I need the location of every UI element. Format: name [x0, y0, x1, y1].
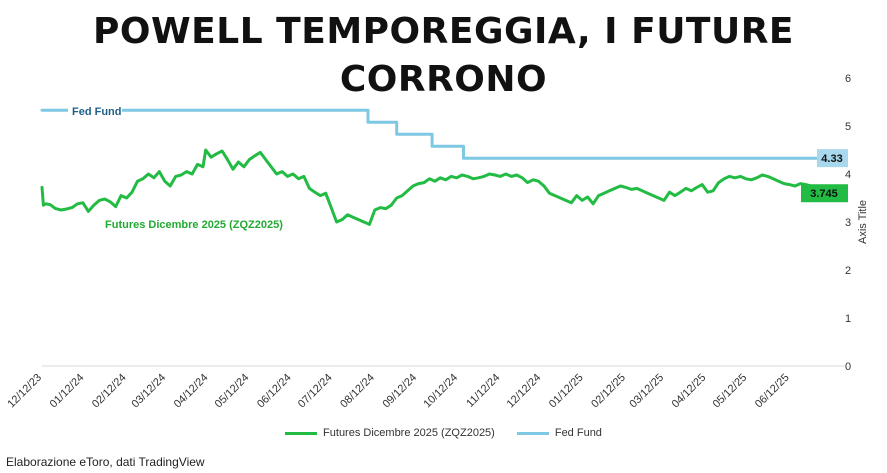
x-tick-label: 05/12/25	[711, 372, 750, 411]
x-tick-label: 06/12/24	[255, 372, 294, 411]
x-tick-label: 04/12/24	[172, 372, 211, 411]
x-tick-label: 11/12/24	[464, 372, 502, 410]
annotation-fed-fund: Fed Fund	[72, 106, 122, 118]
x-tick-label: 12/12/24	[505, 372, 544, 411]
series-annotations: Futures Dicembre 2025 (ZQZ2025) Fed Fund	[68, 103, 283, 231]
end-label-bg-fed-fund	[817, 149, 848, 168]
x-tick-label: 01/12/24	[48, 372, 87, 411]
legend-item-futures: Futures Dicembre 2025 (ZQZ2025)	[285, 427, 495, 439]
legend-swatch-futures	[285, 431, 318, 435]
y-tick-label: 1	[845, 313, 851, 325]
legend-swatch-fed-fund	[516, 431, 549, 435]
x-tick-label: 02/12/25	[589, 372, 628, 411]
series-line-fed-fund	[40, 108, 827, 160]
y-tick-label: 6	[845, 73, 851, 85]
x-tick-label: 12/12/23	[5, 372, 44, 411]
series-line-futures	[40, 148, 813, 226]
x-tick-label: 10/12/24	[421, 372, 460, 411]
x-tick-label: 09/12/24	[380, 372, 419, 411]
x-tick-label: 02/12/24	[90, 372, 129, 411]
chart-legend: Futures Dicembre 2025 (ZQZ2025) Fed Fund	[0, 427, 887, 439]
end-label-futures: 3.745	[810, 188, 838, 200]
x-tick-label: 06/12/25	[753, 372, 792, 411]
y-tick-label: 3	[845, 217, 851, 229]
x-tick-label: 08/12/24	[338, 372, 377, 411]
x-tick-label: 07/12/24	[296, 372, 335, 411]
annotation-futures: Futures Dicembre 2025 (ZQZ2025)	[105, 219, 283, 231]
x-tick-label: 04/12/25	[670, 372, 709, 411]
x-tick-label: 03/12/25	[627, 372, 666, 411]
series-lines	[40, 108, 827, 226]
y-axis-tick-labels: 0 1 2 3 4 5 6	[845, 73, 851, 373]
y-tick-label: 2	[845, 265, 851, 277]
chart-title: POWELL TEMPOREGGIA, I FUTURE CORRONO	[92, 11, 795, 100]
annotation-fed-fund-bg	[68, 103, 122, 118]
source-note: Elaborazione eToro, dati TradingView	[6, 455, 205, 469]
legend-item-fed-fund: Fed Fund	[516, 427, 602, 439]
x-tick-label: 01/12/25	[547, 372, 586, 411]
x-tick-label: 05/12/24	[213, 372, 252, 411]
x-tick-label: 03/12/24	[129, 372, 168, 411]
end-label-bg-futures	[801, 184, 848, 203]
y-tick-label: 5	[845, 121, 851, 133]
y-axis-title: Axis Title	[857, 200, 869, 244]
x-axis-tick-labels: 12/12/23 01/12/24 02/12/24 03/12/24 04/12/24…	[5, 372, 791, 411]
y-tick-label: 0	[845, 361, 851, 373]
y-tick-label: 4	[845, 169, 851, 181]
legend-label-futures: Futures Dicembre 2025 (ZQZ2025)	[323, 427, 495, 439]
end-label-fed-fund: 4.33	[821, 153, 842, 165]
legend-label-fed-fund: Fed Fund	[554, 427, 602, 439]
end-value-labels: 4.33 3.745	[801, 149, 848, 203]
